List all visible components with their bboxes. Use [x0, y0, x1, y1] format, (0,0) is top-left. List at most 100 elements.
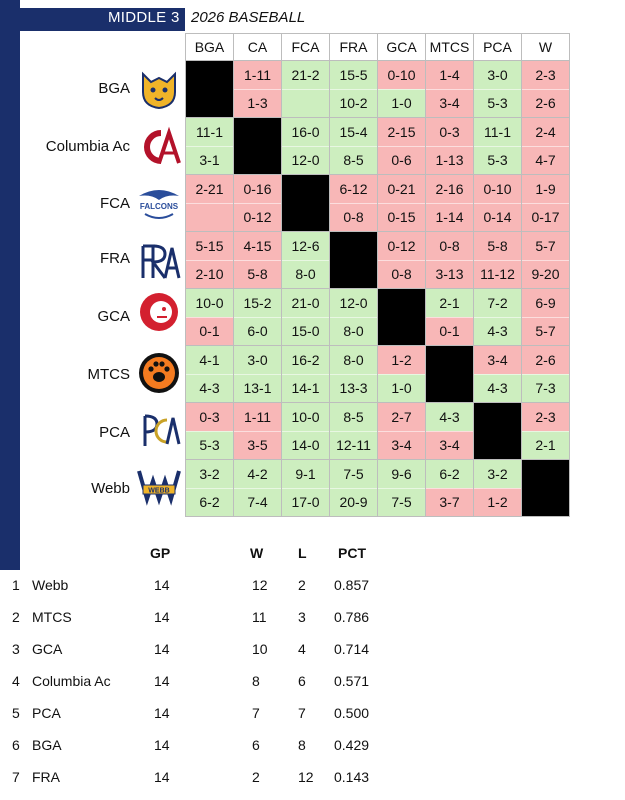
standings-l: 6: [298, 673, 306, 689]
game-score: 3-4: [426, 430, 473, 459]
standings-header-pct: PCT: [338, 545, 366, 561]
game-score: 4-1: [186, 346, 233, 374]
game-score: 3-1: [186, 145, 233, 174]
matchup-cell: 0-8 3-13: [425, 231, 474, 289]
standings-l: 12: [298, 769, 314, 785]
standings-pct: 0.857: [334, 577, 370, 593]
standings-team: FRA: [32, 769, 60, 785]
grid-row: 11-1 3-1 16-0 12-0 15-4 8-5 2-15 0-6 0-3 1-13 11-1…: [185, 117, 570, 175]
game-score: 3-5: [234, 430, 281, 459]
game-score: 12-6: [282, 232, 329, 260]
game-score: 8-0: [330, 316, 377, 345]
fra-logo-icon: [141, 244, 181, 279]
standings-w: 10: [252, 641, 268, 657]
standings-header-gp: GP: [150, 545, 171, 561]
game-score: 5-7: [522, 232, 569, 260]
game-score: 5-7: [522, 316, 569, 345]
standings-pct: 0.500: [334, 705, 370, 721]
game-score: 4-2: [234, 460, 281, 488]
matchup-cell: 15-2 6-0: [233, 288, 282, 346]
paw-logo-icon: [139, 353, 179, 393]
matchup-cell: 11-1 5-3: [473, 117, 522, 175]
matchup-cell: 2-6 7-3: [521, 345, 570, 403]
game-score: 1-13: [426, 145, 473, 174]
game-score: 0-15: [378, 202, 425, 231]
game-score: 2-3: [522, 403, 569, 431]
ca-logo-icon: [144, 126, 181, 164]
game-score: 10-0: [186, 289, 233, 317]
matchup-cell: 3-0 13-1: [233, 345, 282, 403]
matchup-cell: 0-10 0-14: [473, 174, 522, 232]
standings-team: Columbia Ac: [32, 673, 111, 689]
game-score: 11-1: [186, 118, 233, 146]
grid-row: 10-0 0-1 15-2 6-0 21-0 15-0 12-0 8-0 2-1 0-1 7-2 4-…: [185, 288, 570, 346]
game-score: 3-0: [474, 61, 521, 89]
game-score: [282, 88, 329, 117]
team-row-label: MTCS: [87, 366, 131, 383]
standings-rank: 7: [12, 769, 20, 785]
matchup-cell: 9-6 7-5: [377, 459, 426, 517]
game-score: 15-4: [330, 118, 377, 146]
game-score: 5-8: [234, 259, 281, 288]
game-score: 0-12: [234, 202, 281, 231]
matchup-cell: 8-0 13-3: [329, 345, 378, 403]
matchup-cell: 5-15 2-10: [185, 231, 234, 289]
game-score: 8-5: [330, 145, 377, 174]
game-score: 15-2: [234, 289, 281, 317]
standings-l: 3: [298, 609, 306, 625]
game-score: 0-21: [378, 175, 425, 203]
webb-logo-icon: WEBB: [137, 470, 181, 506]
self-matchup-cell: [425, 345, 474, 403]
game-score: 10-0: [282, 403, 329, 431]
standings-pct: 0.714: [334, 641, 370, 657]
matchup-cell: 3-2 6-2: [185, 459, 234, 517]
matchup-cell: 4-15 5-8: [233, 231, 282, 289]
team-row-label: GCA: [97, 308, 130, 325]
standings-gp: 14: [154, 673, 170, 689]
game-score: 17-0: [282, 487, 329, 516]
matchup-cell: 15-4 8-5: [329, 117, 378, 175]
game-score: 2-1: [426, 289, 473, 317]
standings-pct: 0.429: [334, 737, 370, 753]
game-score: 6-2: [426, 460, 473, 488]
matchup-cell: 15-5 10-2: [329, 60, 378, 118]
matchup-cell: 5-8 11-12: [473, 231, 522, 289]
matchup-cell: 12-0 8-0: [329, 288, 378, 346]
game-score: [186, 202, 233, 231]
game-score: 6-0: [234, 316, 281, 345]
matchup-cell: 2-3 2-1: [521, 402, 570, 460]
standings-w: 8: [252, 673, 260, 689]
game-score: 0-6: [378, 145, 425, 174]
matchup-cell: 2-4 4-7: [521, 117, 570, 175]
matchup-cell: 0-3 5-3: [185, 402, 234, 460]
game-score: 1-9: [522, 175, 569, 203]
matchup-cell: 0-16 0-12: [233, 174, 282, 232]
matchup-cell: 2-3 2-6: [521, 60, 570, 118]
standings-w: 7: [252, 705, 260, 721]
standings-l: 4: [298, 641, 306, 657]
game-score: 9-6: [378, 460, 425, 488]
game-score: 5-15: [186, 232, 233, 260]
game-score: 12-0: [282, 145, 329, 174]
matchup-cell: 21-2: [281, 60, 330, 118]
game-score: 5-3: [186, 430, 233, 459]
matchup-cell: 4-3 3-4: [425, 402, 474, 460]
standings-w: 6: [252, 737, 260, 753]
matchup-cell: 1-4 3-4: [425, 60, 474, 118]
matchup-cell: 8-5 12-11: [329, 402, 378, 460]
game-score: 0-1: [186, 316, 233, 345]
matchup-cell: 7-2 4-3: [473, 288, 522, 346]
matchup-cell: 10-0 14-0: [281, 402, 330, 460]
standings-rank: 5: [12, 705, 20, 721]
results-grid: BGA CA FCA FRA GCA MTCS PCA W 1-11 1-3 21-…: [185, 33, 570, 517]
standings-pct: 0.571: [334, 673, 370, 689]
game-score: 0-14: [474, 202, 521, 231]
grid-row: 4-1 4-3 3-0 13-1 16-2 14-1 8-0 13-3 1-2 1-0 3-4 4-3…: [185, 345, 570, 403]
col-header-mtcs: MTCS: [425, 33, 474, 61]
game-score: 0-1: [426, 316, 473, 345]
game-score: 13-3: [330, 373, 377, 402]
standings-gp: 14: [154, 641, 170, 657]
matchup-cell: 2-7 3-4: [377, 402, 426, 460]
col-header-pca: PCA: [473, 33, 522, 61]
game-score: 1-4: [426, 61, 473, 89]
